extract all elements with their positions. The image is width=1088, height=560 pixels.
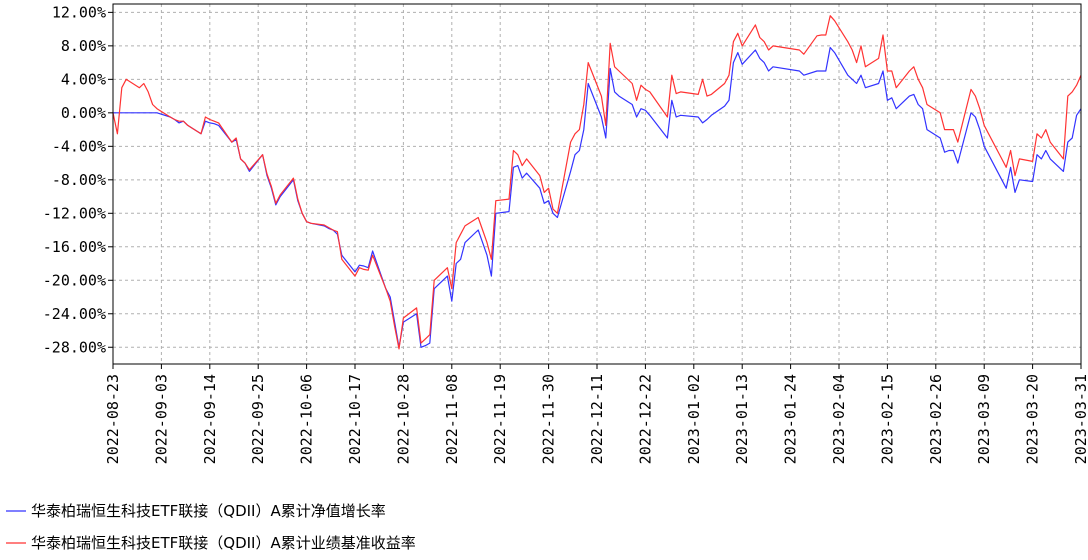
x-tick-label: 2023-02-26 <box>927 374 945 464</box>
x-tick-label: 2023-01-13 <box>733 374 751 464</box>
x-axis: 2022-08-23 2022-09-03 2022-09-14 2022-09-25… <box>104 364 1088 464</box>
x-tick-label: 2022-08-23 <box>104 374 122 464</box>
x-tick-label: 2022-10-17 <box>346 374 364 464</box>
y-tick-label: 8.00% <box>61 37 106 55</box>
y-tick-label: -16.00% <box>43 238 106 256</box>
y-tick-label: -20.00% <box>43 271 106 289</box>
x-tick-label: 2022-09-03 <box>152 374 170 464</box>
legend: 华泰柏瑞恒生科技ETF联接（QDII）A累计净值增长率 华泰柏瑞恒生科技ETF联… <box>6 502 416 552</box>
x-tick-label: 2023-02-04 <box>830 374 848 464</box>
x-tick-label: 2023-02-15 <box>878 374 896 464</box>
x-tick-label: 2022-11-19 <box>491 374 509 464</box>
y-tick-label: -4.00% <box>52 137 106 155</box>
y-tick-label: -8.00% <box>52 171 106 189</box>
x-tick-label: 2022-11-08 <box>443 374 461 464</box>
x-tick-label: 2022-10-06 <box>298 374 316 464</box>
series-line-benchmark <box>112 15 1082 350</box>
y-axis: 12.00% 8.00% 4.00% 0.00% -4.00% -8.00% -12.00%… <box>43 3 113 356</box>
x-tick-label: 2023-01-02 <box>685 374 703 464</box>
y-tick-label: 12.00% <box>52 3 106 21</box>
x-tick-label: 2022-09-25 <box>249 374 267 464</box>
x-tick-label: 2023-03-09 <box>975 374 993 464</box>
x-tick-label: 2022-09-14 <box>201 374 219 464</box>
y-tick-label: -12.00% <box>43 204 106 222</box>
x-tick-label: 2023-01-24 <box>782 374 800 464</box>
x-tick-label: 2022-12-11 <box>588 374 606 464</box>
gridlines <box>112 4 1082 364</box>
y-tick-label: 0.00% <box>61 104 106 122</box>
y-tick-label: -28.00% <box>43 338 106 356</box>
y-tick-label: 4.00% <box>61 70 106 88</box>
x-tick-label: 2023-03-20 <box>1024 374 1042 464</box>
x-tick-label: 2023-03-31 <box>1072 374 1088 464</box>
legend-label-benchmark: 华泰柏瑞恒生科技ETF联接（QDII）A累计业绩基准收益率 <box>31 534 416 552</box>
x-tick-label: 2022-10-28 <box>394 374 412 464</box>
x-tick-label: 2022-12-22 <box>636 374 654 464</box>
y-tick-label: -24.00% <box>43 305 106 323</box>
series-lines <box>112 15 1082 350</box>
x-tick-label: 2022-11-30 <box>540 374 558 464</box>
legend-label-nav: 华泰柏瑞恒生科技ETF联接（QDII）A累计净值增长率 <box>31 502 386 520</box>
